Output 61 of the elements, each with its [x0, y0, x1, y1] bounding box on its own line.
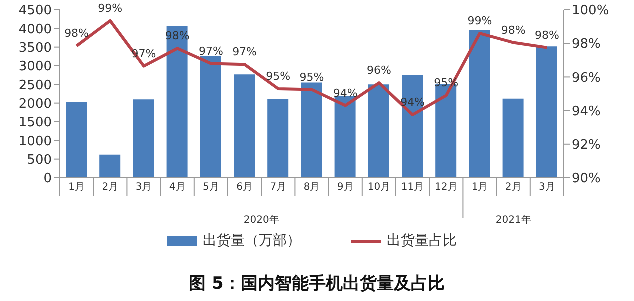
- legend-label: 出货量占比: [387, 232, 457, 250]
- data-label: 95%: [266, 70, 291, 83]
- bar: [368, 84, 390, 178]
- bar: [100, 154, 121, 178]
- y-tick-label: 3000: [18, 60, 52, 75]
- data-label: 99%: [468, 14, 492, 28]
- y-tick-label: 500: [27, 152, 52, 168]
- text: 图 5：国内智能手机出货量及占比: [188, 273, 446, 295]
- bar: [234, 74, 255, 178]
- y2-tick-label: 96%: [572, 70, 601, 86]
- bar: [536, 46, 558, 178]
- data-label: 98%: [64, 27, 90, 40]
- y2-tick-label: 90%: [572, 172, 601, 187]
- x-tick-label: 7月: [270, 182, 287, 193]
- x-tick-label: 4月: [169, 182, 186, 193]
- bar: [402, 74, 423, 178]
- y2-tick-label: 98%: [572, 37, 601, 52]
- y-tick-label: 3500: [18, 40, 52, 56]
- y-tick-label: 4000: [18, 22, 52, 38]
- bar: [166, 26, 188, 178]
- x-tick-label: 6月: [236, 182, 253, 193]
- bar: [66, 102, 87, 178]
- legend-label: 出货量（万部）: [203, 232, 301, 250]
- x-tick-label: 12月: [435, 182, 458, 193]
- x-tick-label: 2月: [102, 182, 119, 193]
- y-tick-label: 1000: [18, 134, 52, 150]
- y-tick-label: 2000: [18, 96, 52, 112]
- data-label: 94%: [333, 86, 358, 100]
- y-tick-label: 0: [44, 172, 52, 187]
- data-label: 95%: [300, 70, 324, 84]
- bar: [200, 56, 222, 178]
- y2-tick-label: 94%: [572, 104, 601, 120]
- bar: [301, 82, 322, 178]
- x-tick-label: 3月: [539, 182, 556, 193]
- x-tick-label: 11月: [401, 182, 424, 193]
- text: 2021年: [494, 214, 532, 227]
- data-label: 97%: [232, 46, 258, 59]
- x-tick-label: 9月: [337, 182, 354, 193]
- x-tick-label: 5月: [203, 182, 220, 193]
- x-tick-label: 8月: [304, 182, 320, 193]
- data-label: 98%: [534, 28, 560, 42]
- bar: [469, 30, 490, 178]
- data-label: 98%: [501, 24, 526, 37]
- y-tick-label: 2500: [18, 78, 52, 94]
- y2-tick-label: 92%: [572, 138, 601, 154]
- x-tick-label: 1月: [472, 182, 488, 193]
- x-tick-label: 3月: [136, 182, 152, 193]
- bar: [133, 100, 154, 178]
- x-tick-label: 10月: [368, 182, 391, 193]
- y-tick-label: 1500: [18, 116, 52, 131]
- data-label: 97%: [198, 44, 224, 58]
- data-label: 96%: [366, 64, 392, 78]
- bar: [334, 96, 356, 178]
- bar: [502, 98, 524, 178]
- bar: [268, 99, 289, 178]
- y-tick-label: 4500: [18, 4, 52, 19]
- x-tick-label: 2月: [505, 182, 522, 193]
- text: 2020年: [242, 214, 280, 227]
- y2-tick-label: 100%: [572, 4, 610, 19]
- data-label: 99%: [98, 2, 123, 15]
- x-tick-label: 1月: [68, 182, 85, 193]
